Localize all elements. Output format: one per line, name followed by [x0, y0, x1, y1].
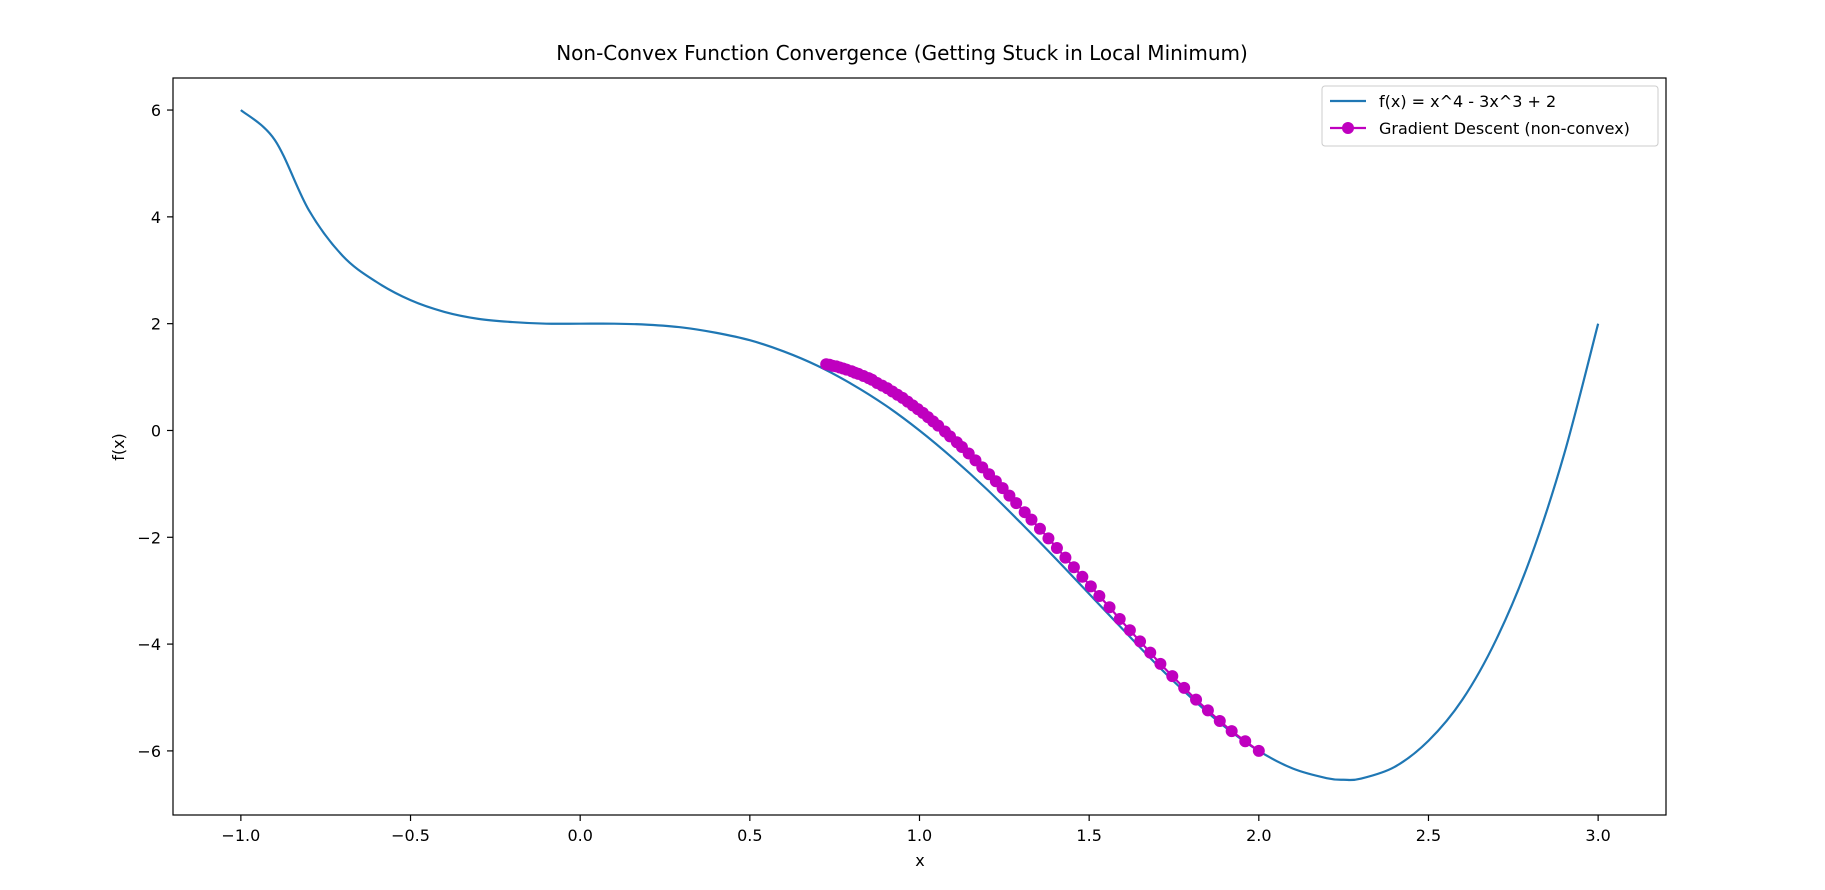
- gradient-descent-point: [1103, 601, 1116, 614]
- gradient-descent-point: [1225, 725, 1238, 738]
- x-tick-label: 2.0: [1246, 826, 1271, 845]
- chart-title: Non-Convex Function Convergence (Getting…: [556, 41, 1248, 65]
- gradient-descent-path: [826, 363, 1260, 752]
- plot-area-frame: [172, 77, 1667, 816]
- x-axis-label: x: [915, 851, 924, 870]
- gradient-descent-point: [1059, 551, 1072, 564]
- gradient-descent-point: [1144, 646, 1157, 659]
- gradient-descent-point: [1113, 613, 1126, 626]
- x-tick-label: −0.5: [391, 826, 430, 845]
- x-tick-label: 0.0: [567, 826, 592, 845]
- y-tick-label: 0: [151, 421, 161, 440]
- gradient-descent-point: [1166, 670, 1179, 683]
- function-curve: [240, 109, 1600, 782]
- x-tick-label: 3.0: [1585, 826, 1610, 845]
- legend-entry-label: Gradient Descent (non-convex): [1379, 119, 1630, 138]
- gradient-descent-point: [1067, 561, 1080, 574]
- y-axis-label: f(x): [109, 433, 128, 461]
- gradient-descent-point: [1178, 681, 1191, 694]
- x-axis: −1.0 −0.5 0.0 0.5 1.0 1.5 2.0 2.5 3.0: [221, 815, 1611, 845]
- gradient-descent-point: [1252, 744, 1265, 757]
- y-tick-label: −4: [137, 635, 161, 654]
- gradient-descent-point: [1050, 541, 1063, 554]
- x-tick-label: 1.5: [1076, 826, 1101, 845]
- y-tick-label: −6: [137, 742, 161, 761]
- x-tick-label: 2.5: [1416, 826, 1441, 845]
- gradient-descent-point: [1042, 532, 1055, 545]
- y-tick-label: −2: [137, 528, 161, 547]
- y-tick-label: 6: [151, 101, 161, 120]
- x-tick-label: 1.0: [907, 826, 932, 845]
- legend: f(x) = x^4 - 3x^3 + 2 Gradient Descent (…: [1321, 85, 1659, 147]
- gradient-descent-point: [1076, 570, 1089, 583]
- gradient-descent-point: [1084, 580, 1097, 593]
- gradient-descent-point: [1134, 635, 1147, 648]
- gradient-descent-point: [1154, 657, 1167, 670]
- gradient-descent-point: [1213, 715, 1226, 728]
- gradient-descent-point: [1123, 624, 1136, 637]
- y-tick-label: 2: [151, 315, 161, 334]
- y-tick-label: 4: [151, 208, 161, 227]
- legend-swatch-marker: [1342, 122, 1354, 134]
- x-tick-label: −1.0: [221, 826, 260, 845]
- y-axis: −6 −4 −2 0 2 4 6: [137, 101, 173, 761]
- gradient-descent-point: [1201, 704, 1214, 717]
- gradient-descent-point: [1018, 506, 1031, 519]
- gradient-descent-point: [1093, 590, 1106, 603]
- series-layer: [240, 109, 1600, 782]
- gradient-descent-point: [1239, 735, 1252, 748]
- gradient-descent-point: [1190, 693, 1203, 706]
- legend-box: [1321, 85, 1659, 147]
- legend-entry-label: f(x) = x^4 - 3x^3 + 2: [1379, 92, 1556, 111]
- x-tick-label: 0.5: [737, 826, 762, 845]
- gradient-descent-point: [820, 358, 833, 371]
- gradient-descent-point: [1033, 522, 1046, 535]
